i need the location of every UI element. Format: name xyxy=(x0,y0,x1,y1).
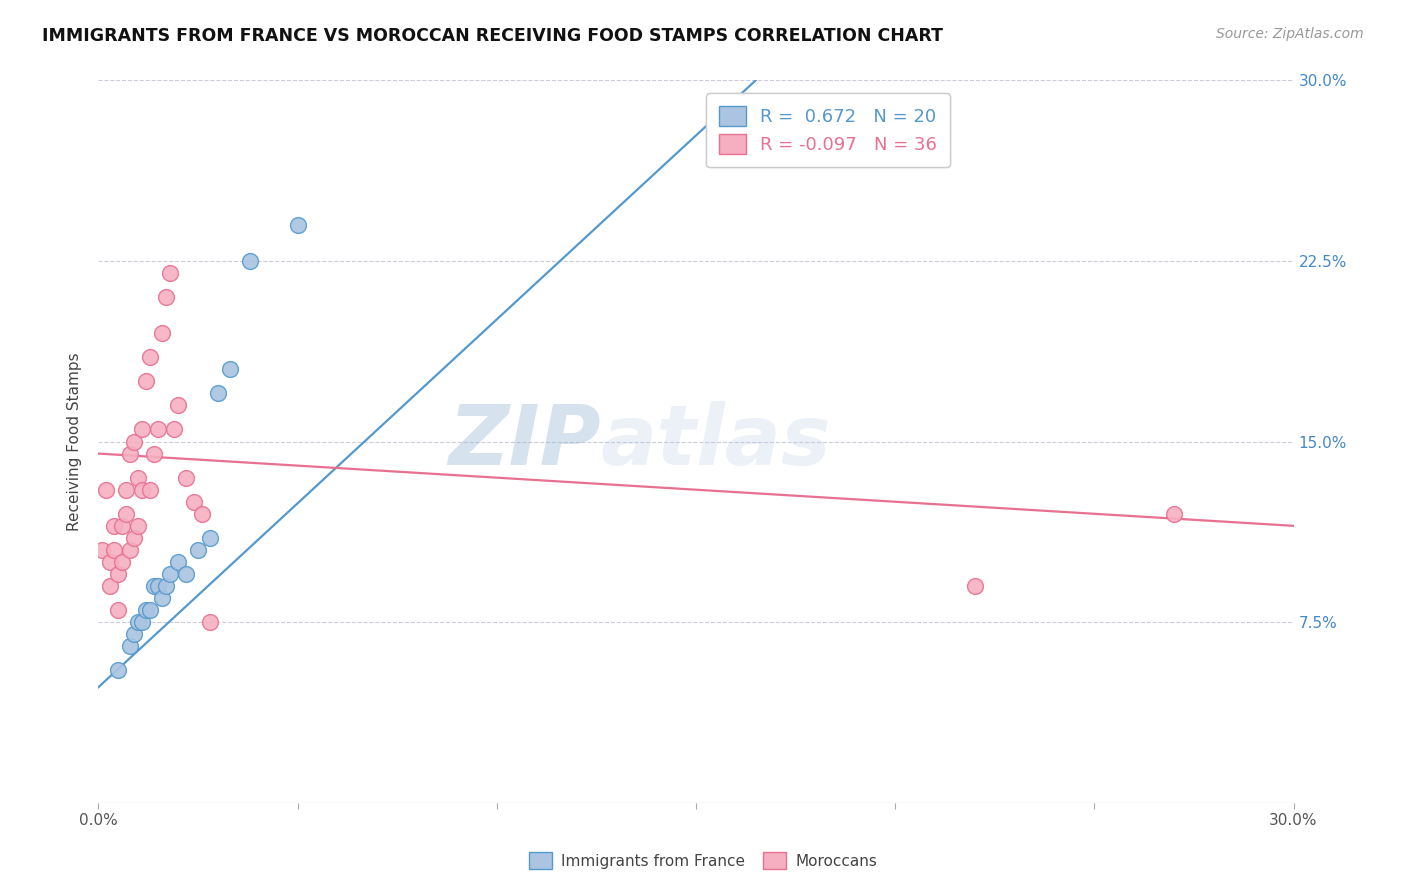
Point xyxy=(135,603,157,617)
Point xyxy=(143,579,166,593)
Point xyxy=(150,591,173,605)
Point xyxy=(107,664,129,678)
Legend: Immigrants from France, Moroccans: Immigrants from France, Moroccans xyxy=(523,846,883,875)
Point xyxy=(91,542,114,557)
Point xyxy=(107,603,129,617)
Point xyxy=(163,422,186,436)
Point xyxy=(139,350,162,364)
Point xyxy=(131,483,153,497)
Text: ZIP: ZIP xyxy=(447,401,600,482)
Point xyxy=(167,555,190,569)
Point xyxy=(150,326,173,340)
Point xyxy=(135,374,157,388)
Point xyxy=(207,386,229,401)
Point xyxy=(124,627,146,641)
Point xyxy=(148,579,170,593)
Point xyxy=(131,615,153,630)
Point xyxy=(139,603,162,617)
Point xyxy=(111,555,134,569)
Point xyxy=(131,422,153,436)
Point xyxy=(115,507,138,521)
Text: atlas: atlas xyxy=(600,401,831,482)
Point xyxy=(963,579,986,593)
Point xyxy=(198,615,221,630)
Point xyxy=(127,470,149,484)
Point xyxy=(183,494,205,508)
Point xyxy=(124,531,146,545)
Point xyxy=(287,218,309,232)
Point xyxy=(219,362,242,376)
Point xyxy=(111,518,134,533)
Point xyxy=(198,531,221,545)
Text: IMMIGRANTS FROM FRANCE VS MOROCCAN RECEIVING FOOD STAMPS CORRELATION CHART: IMMIGRANTS FROM FRANCE VS MOROCCAN RECEI… xyxy=(42,27,943,45)
Point xyxy=(239,253,262,268)
Point xyxy=(174,567,197,582)
Point xyxy=(124,434,146,449)
Point xyxy=(96,483,118,497)
Point xyxy=(139,483,162,497)
Point xyxy=(155,579,177,593)
Point xyxy=(98,579,122,593)
Point xyxy=(159,567,181,582)
Point xyxy=(120,639,142,653)
Point xyxy=(103,518,125,533)
Point xyxy=(103,542,125,557)
Point xyxy=(120,542,142,557)
Point xyxy=(174,470,197,484)
Point xyxy=(98,555,122,569)
Legend: R =  0.672   N = 20, R = -0.097   N = 36: R = 0.672 N = 20, R = -0.097 N = 36 xyxy=(706,93,950,167)
Text: Source: ZipAtlas.com: Source: ZipAtlas.com xyxy=(1216,27,1364,41)
Point xyxy=(159,266,181,280)
Point xyxy=(127,615,149,630)
Point xyxy=(148,422,170,436)
Point xyxy=(191,507,214,521)
Point xyxy=(155,290,177,304)
Point xyxy=(127,518,149,533)
Point xyxy=(1163,507,1185,521)
Point xyxy=(143,446,166,460)
Point xyxy=(167,398,190,412)
Point xyxy=(115,483,138,497)
Point xyxy=(107,567,129,582)
Point xyxy=(187,542,209,557)
Y-axis label: Receiving Food Stamps: Receiving Food Stamps xyxy=(67,352,83,531)
Point xyxy=(120,446,142,460)
